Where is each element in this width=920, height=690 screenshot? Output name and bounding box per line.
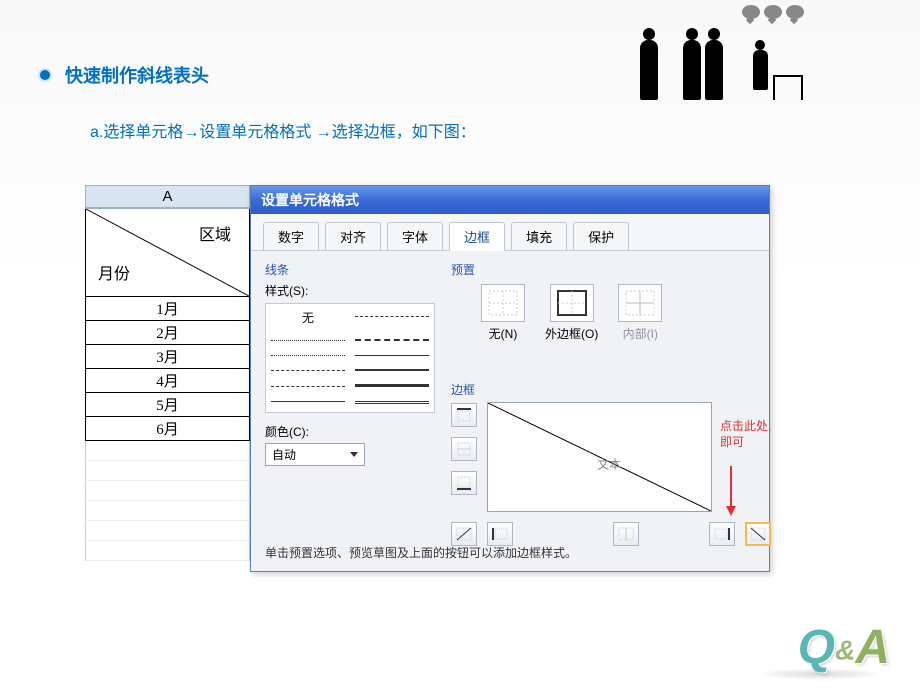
style-label: 样式(S): bbox=[265, 282, 435, 299]
tab-number[interactable]: 数字 bbox=[263, 222, 319, 250]
annotation-click-here: 点击此处,即可 bbox=[720, 419, 774, 450]
page-title: 快速制作斜线表头 bbox=[65, 62, 209, 88]
bullet-icon bbox=[40, 70, 50, 80]
table-row: 5月 bbox=[85, 393, 250, 417]
color-dropdown[interactable]: 自动 bbox=[265, 443, 365, 466]
preview-text: 文本 bbox=[597, 455, 621, 472]
qa-amp: & bbox=[835, 634, 855, 665]
qa-a: A bbox=[855, 621, 890, 674]
empty-row bbox=[85, 481, 250, 501]
empty-row bbox=[85, 461, 250, 481]
tab-border[interactable]: 边框 bbox=[449, 222, 505, 251]
table-row: 3月 bbox=[85, 345, 250, 369]
annotation-arrow-icon bbox=[721, 461, 741, 521]
tab-protect[interactable]: 保护 bbox=[573, 222, 629, 250]
tab-align[interactable]: 对齐 bbox=[325, 222, 381, 250]
border-diag-down-button[interactable] bbox=[745, 522, 771, 546]
style-option[interactable] bbox=[271, 348, 345, 356]
empty-row bbox=[85, 501, 250, 521]
table-row: 6月 bbox=[85, 417, 250, 441]
preset-label: 内部(I) bbox=[618, 325, 662, 342]
border-preview[interactable]: 文本 bbox=[487, 402, 712, 512]
style-option[interactable] bbox=[271, 363, 345, 371]
table-row: 4月 bbox=[85, 369, 250, 393]
style-option[interactable] bbox=[355, 309, 429, 317]
style-option[interactable] bbox=[271, 333, 345, 341]
excel-column-example: A 区域 月份 1月 2月 3月 4月 5月 6月 bbox=[85, 185, 250, 572]
style-option[interactable] bbox=[355, 394, 429, 404]
color-label: 颜色(C): bbox=[265, 423, 435, 440]
diagonal-header-cell: 区域 月份 bbox=[85, 209, 250, 297]
preset-label: 外边框(O) bbox=[545, 325, 598, 342]
color-value: 自动 bbox=[272, 446, 296, 463]
line-styles-list[interactable]: 无 bbox=[265, 303, 435, 413]
border-bottom-button[interactable] bbox=[451, 471, 477, 495]
qa-q: Q bbox=[798, 621, 835, 674]
table-row: 1月 bbox=[85, 297, 250, 321]
border-center-button[interactable] bbox=[613, 522, 639, 546]
diag-label-top: 区域 bbox=[199, 221, 231, 245]
border-middle-button[interactable] bbox=[451, 437, 477, 461]
line-section-label: 线条 bbox=[265, 261, 435, 278]
preset-outline[interactable]: 外边框(O) bbox=[545, 284, 598, 342]
column-header-a: A bbox=[85, 185, 250, 209]
preset-section-label: 预置 bbox=[451, 261, 755, 278]
preset-label: 无(N) bbox=[481, 325, 525, 342]
dropdown-arrow-icon bbox=[350, 452, 358, 457]
style-none[interactable]: 无 bbox=[271, 309, 345, 329]
style-option[interactable] bbox=[355, 333, 429, 341]
qa-decoration: Q&A bbox=[798, 620, 890, 675]
dialog-tabs: 数字 对齐 字体 边框 填充 保护 bbox=[251, 214, 769, 251]
style-option[interactable] bbox=[271, 394, 345, 402]
dialog-title: 设置单元格格式 bbox=[251, 186, 769, 214]
page-subtitle: a.选择单元格→设置单元格格式 →选择边框，如下图： bbox=[90, 118, 476, 142]
tab-fill[interactable]: 填充 bbox=[511, 222, 567, 250]
empty-row bbox=[85, 441, 250, 461]
border-left-button[interactable] bbox=[487, 522, 513, 546]
border-section-label: 边框 bbox=[451, 381, 755, 398]
style-option[interactable] bbox=[355, 348, 429, 356]
table-row: 2月 bbox=[85, 321, 250, 345]
style-option[interactable] bbox=[271, 379, 345, 387]
preset-inside[interactable]: 内部(I) bbox=[618, 284, 662, 342]
dialog-hint-text: 单击预置选项、预览草图及上面的按钮可以添加边框样式。 bbox=[265, 544, 577, 561]
decoration-silhouettes bbox=[640, 10, 900, 100]
format-cells-dialog: 设置单元格格式 数字 对齐 字体 边框 填充 保护 线条 样式(S): 无 bbox=[250, 185, 770, 572]
tab-font[interactable]: 字体 bbox=[387, 222, 443, 250]
border-right-button[interactable] bbox=[709, 522, 735, 546]
border-diag-up-button[interactable] bbox=[451, 522, 477, 546]
preset-none[interactable]: 无(N) bbox=[481, 284, 525, 342]
empty-row bbox=[85, 521, 250, 541]
diag-label-bottom: 月份 bbox=[98, 260, 130, 284]
style-option[interactable] bbox=[355, 363, 429, 371]
empty-row bbox=[85, 541, 250, 561]
border-top-button[interactable] bbox=[451, 403, 477, 427]
style-option[interactable] bbox=[355, 379, 429, 387]
